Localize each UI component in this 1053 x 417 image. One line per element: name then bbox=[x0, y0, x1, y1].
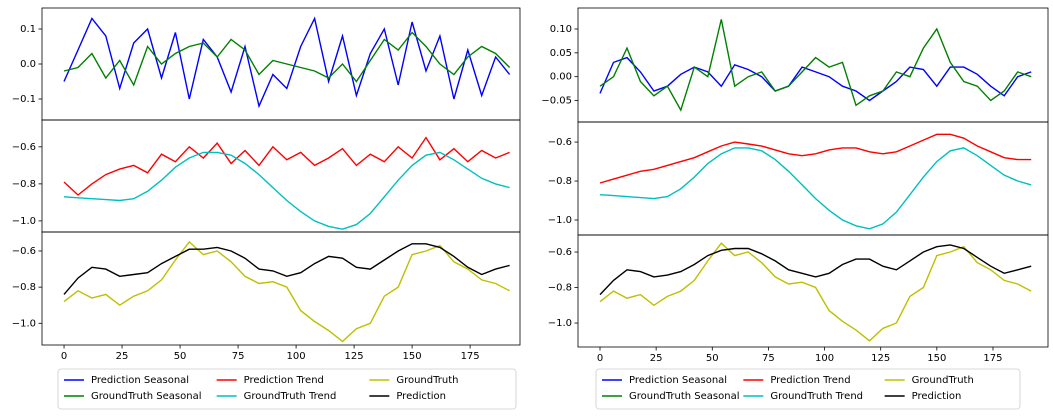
axes-frame bbox=[577, 234, 1049, 348]
x-tick-label: 100 bbox=[815, 353, 834, 364]
y-tick-label: −0.8 bbox=[12, 282, 36, 293]
y-tick-label: −1.0 bbox=[548, 318, 572, 329]
legend-frame bbox=[57, 368, 517, 410]
legend-label: GroundTruth Trend bbox=[244, 391, 337, 402]
series-line bbox=[599, 244, 1032, 296]
y-tick-label: 0.1 bbox=[20, 24, 36, 35]
axes-frame bbox=[577, 121, 1049, 236]
legend-label: GroundTruth bbox=[912, 375, 974, 386]
y-tick-label: −1.0 bbox=[12, 216, 36, 227]
y-tick-label: 0.0 bbox=[20, 59, 36, 70]
y-tick-label: −0.6 bbox=[548, 247, 572, 258]
y-tick-label: −0.6 bbox=[548, 137, 572, 148]
y-tick-label: −0.05 bbox=[541, 96, 572, 107]
x-tick-label: 50 bbox=[174, 351, 187, 362]
y-tick-label: −0.6 bbox=[12, 246, 36, 257]
x-tick-label: 75 bbox=[232, 351, 245, 362]
x-tick-label: 150 bbox=[403, 351, 422, 362]
x-tick-label: 25 bbox=[116, 351, 129, 362]
legend-label: Prediction Trend bbox=[770, 375, 850, 386]
legend-label: Prediction bbox=[396, 391, 446, 402]
x-tick-label: 0 bbox=[61, 351, 67, 362]
x-tick-label: 125 bbox=[345, 351, 364, 362]
legend-label: GroundTruth bbox=[396, 375, 458, 386]
series-line bbox=[63, 31, 511, 87]
series-line bbox=[599, 147, 1032, 230]
series-line bbox=[599, 56, 1032, 102]
x-tick-label: 25 bbox=[650, 353, 663, 364]
x-tick-label: 175 bbox=[983, 353, 1002, 364]
legend-label: Prediction Seasonal bbox=[91, 375, 189, 386]
y-tick-label: −1.0 bbox=[12, 318, 36, 329]
series-line bbox=[599, 19, 1032, 112]
y-tick-label: −0.1 bbox=[12, 94, 36, 105]
axes-frame bbox=[41, 231, 521, 346]
x-tick-label: 175 bbox=[461, 351, 480, 362]
y-tick-label: −0.8 bbox=[12, 179, 36, 190]
x-tick-label: 100 bbox=[287, 351, 306, 362]
x-tick-label: 125 bbox=[871, 353, 890, 364]
x-tick-label: 50 bbox=[706, 353, 719, 364]
y-tick-label: −0.8 bbox=[548, 176, 572, 187]
axes-frame bbox=[577, 7, 1049, 123]
y-tick-label: −1.0 bbox=[548, 215, 572, 226]
x-tick-label: 0 bbox=[597, 353, 603, 364]
legend-label: GroundTruth Seasonal bbox=[91, 391, 202, 402]
legend-label: Prediction Seasonal bbox=[629, 375, 727, 386]
series-line bbox=[63, 240, 510, 343]
series-line bbox=[63, 16, 511, 109]
series-line bbox=[63, 151, 510, 230]
series-line bbox=[599, 133, 1032, 184]
legend-frame bbox=[595, 368, 1021, 410]
legend-label: GroundTruth Trend bbox=[770, 391, 863, 402]
y-tick-label: −0.6 bbox=[12, 142, 36, 153]
y-tick-label: 0.00 bbox=[550, 72, 572, 83]
legend-label: GroundTruth Seasonal bbox=[629, 391, 740, 402]
series-line bbox=[63, 243, 510, 295]
x-tick-label: 75 bbox=[762, 353, 775, 364]
axes-frame bbox=[41, 119, 521, 233]
legend-label: Prediction bbox=[912, 391, 962, 402]
series-line bbox=[599, 242, 1032, 342]
y-tick-label: 0.05 bbox=[550, 48, 572, 59]
series-line bbox=[63, 136, 510, 196]
legend-label: Prediction Trend bbox=[244, 375, 324, 386]
x-tick-label: 150 bbox=[927, 353, 946, 364]
y-tick-label: −0.8 bbox=[548, 283, 572, 294]
y-tick-label: 0.10 bbox=[550, 24, 572, 35]
